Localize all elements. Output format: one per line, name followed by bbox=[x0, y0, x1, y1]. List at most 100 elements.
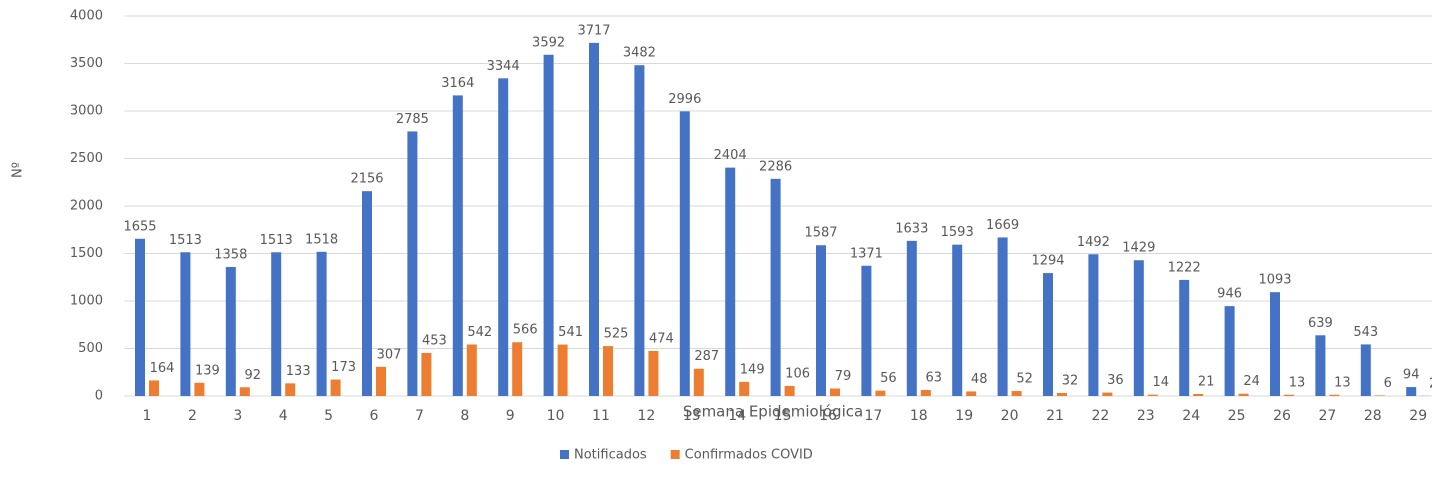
bar bbox=[466, 344, 477, 396]
x-tick-label: 20 bbox=[1001, 408, 1019, 424]
bar bbox=[739, 381, 750, 396]
bar bbox=[920, 390, 931, 396]
bar bbox=[997, 237, 1008, 396]
data-label: 106 bbox=[785, 366, 810, 381]
data-label: 1593 bbox=[941, 225, 974, 240]
y-tick-label: 500 bbox=[78, 341, 103, 356]
bar bbox=[1406, 387, 1417, 396]
y-tick-label: 1000 bbox=[70, 294, 103, 309]
bar bbox=[693, 368, 704, 396]
data-label: 3344 bbox=[487, 59, 520, 74]
data-label: 3717 bbox=[577, 23, 610, 38]
data-label: 1655 bbox=[123, 219, 156, 234]
bar bbox=[634, 65, 645, 397]
bar bbox=[225, 266, 236, 396]
x-tick-label: 25 bbox=[1228, 408, 1246, 424]
bar bbox=[679, 111, 690, 396]
data-label: 453 bbox=[422, 333, 447, 348]
x-tick-label: 4 bbox=[279, 408, 288, 424]
x-tick-label: 6 bbox=[370, 408, 379, 424]
bar bbox=[316, 251, 327, 396]
bar bbox=[330, 379, 341, 396]
data-label: 1358 bbox=[214, 247, 247, 262]
bar bbox=[452, 95, 463, 397]
bar bbox=[1088, 254, 1099, 396]
x-tick-label: 7 bbox=[415, 408, 424, 424]
bar bbox=[362, 191, 372, 396]
data-label: 1633 bbox=[895, 221, 928, 236]
legend-swatch bbox=[670, 450, 680, 459]
data-label: 48 bbox=[971, 372, 988, 387]
data-label: 36 bbox=[1107, 373, 1124, 388]
data-label: 63 bbox=[926, 371, 943, 386]
bar bbox=[135, 238, 145, 396]
bar bbox=[770, 178, 781, 396]
data-label: 2 bbox=[1429, 376, 1432, 391]
bar bbox=[1102, 392, 1113, 396]
data-label: 2785 bbox=[396, 112, 429, 127]
data-label: 2156 bbox=[350, 172, 383, 187]
data-label: 94 bbox=[1403, 368, 1420, 383]
data-label: 2404 bbox=[714, 148, 747, 163]
bar bbox=[407, 131, 418, 397]
data-label: 639 bbox=[1308, 316, 1333, 331]
data-label: 1222 bbox=[1168, 260, 1201, 275]
y-tick-label: 3500 bbox=[70, 56, 103, 71]
bar bbox=[1147, 394, 1158, 396]
data-label: 1513 bbox=[169, 233, 202, 248]
bar bbox=[1329, 394, 1340, 396]
x-tick-label: 27 bbox=[1318, 408, 1336, 424]
bar bbox=[816, 245, 826, 396]
x-axis-label: Semana Epidemiológica bbox=[683, 403, 863, 421]
x-tick-label: 11 bbox=[592, 408, 610, 424]
data-label: 14 bbox=[1153, 375, 1170, 390]
data-label: 1371 bbox=[850, 246, 883, 261]
y-axis-label: Nº bbox=[11, 162, 26, 178]
bar bbox=[271, 252, 282, 396]
data-label: 474 bbox=[649, 331, 674, 346]
bar bbox=[498, 78, 509, 396]
data-label: 566 bbox=[513, 323, 538, 338]
bar bbox=[603, 346, 613, 396]
x-tick-label: 14 bbox=[728, 408, 746, 424]
x-tick-label: 28 bbox=[1364, 408, 1382, 424]
bar bbox=[830, 388, 840, 396]
bar bbox=[543, 54, 554, 396]
data-label: 1294 bbox=[1031, 254, 1064, 269]
data-label: 32 bbox=[1062, 373, 1079, 388]
bar bbox=[180, 252, 191, 396]
data-label: 1669 bbox=[986, 218, 1019, 233]
bar bbox=[149, 380, 159, 396]
bar bbox=[648, 350, 659, 396]
bar bbox=[1315, 335, 1326, 396]
data-label: 525 bbox=[604, 327, 629, 342]
bar bbox=[589, 42, 599, 396]
x-tick-label: 10 bbox=[547, 408, 565, 424]
x-tick-label: 9 bbox=[506, 408, 515, 424]
data-label: 1587 bbox=[804, 226, 837, 241]
x-tick-label: 22 bbox=[1091, 408, 1109, 424]
data-label: 542 bbox=[467, 325, 492, 340]
legend-label: Confirmados COVID bbox=[685, 448, 813, 463]
y-tick-label: 0 bbox=[95, 389, 103, 404]
data-label: 1492 bbox=[1077, 235, 1110, 250]
x-tick-label: 15 bbox=[774, 408, 792, 424]
bar bbox=[1011, 391, 1022, 396]
bar bbox=[861, 265, 872, 396]
data-label: 1429 bbox=[1122, 241, 1155, 256]
x-tick-label: 23 bbox=[1137, 408, 1155, 424]
data-label: 92 bbox=[245, 368, 262, 383]
x-tick-label: 13 bbox=[683, 408, 701, 424]
x-tick-label: 8 bbox=[460, 408, 469, 424]
data-label: 24 bbox=[1243, 374, 1260, 389]
legend-swatch bbox=[560, 450, 569, 459]
data-label: 946 bbox=[1217, 287, 1242, 302]
y-tick-label: 2500 bbox=[70, 151, 103, 166]
data-label: 13 bbox=[1289, 375, 1306, 390]
bar bbox=[725, 167, 736, 396]
x-tick-label: 3 bbox=[233, 408, 242, 424]
bar bbox=[952, 244, 963, 396]
data-label: 56 bbox=[880, 371, 897, 386]
x-tick-label: 19 bbox=[955, 408, 973, 424]
